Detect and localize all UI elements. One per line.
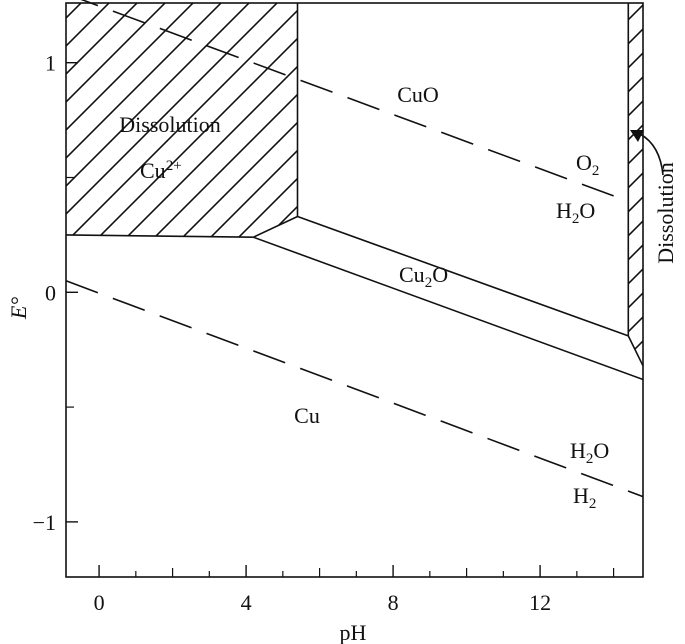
dissolution-left-label: Dissolution [119,112,220,137]
h2-label: H2 [573,483,596,512]
cu-label: Cu [294,403,320,428]
o2-label: O2 [576,150,599,179]
axis-ticks: 0 4 8 12 −1 0 1 [33,51,615,615]
high-ph-dissolution-region [628,3,643,366]
dissolution-arrowhead [630,130,644,142]
dissolution-arrow [639,133,664,176]
phase-boundaries [65,3,644,381]
x-tick-label: 4 [241,590,252,615]
y-axis-label: E° [6,297,31,320]
cu2plus-cu-boundary [65,234,254,238]
y-tick-label: 0 [45,280,56,305]
cuo-cu2o-boundary [253,215,629,337]
cu2plus-region [66,3,298,238]
cu2o-label: Cu2O [399,262,448,291]
x-axis-label: pH [340,620,367,644]
cu2o-cu-boundary [253,236,644,381]
hatched-regions [66,3,643,366]
equilibrium-lines [65,0,644,498]
x-tick-label: 12 [529,590,551,615]
x-tick-label: 8 [388,590,399,615]
cu2o-dissolution-boundary [627,335,644,367]
y-tick-label: 1 [45,51,56,76]
cuo-label: CuO [397,82,439,107]
h2o-h2-dashed-line [65,280,644,498]
h2o-upper-label: H2O [556,198,595,227]
plot-frame [65,2,644,578]
cu2plus-label: Cu2+ [140,158,182,183]
dissolution-right-label: Dissolution [653,162,678,263]
h2o-lower-label: H2O [570,438,609,467]
x-tick-label: 0 [94,590,105,615]
y-tick-label: −1 [33,510,56,535]
